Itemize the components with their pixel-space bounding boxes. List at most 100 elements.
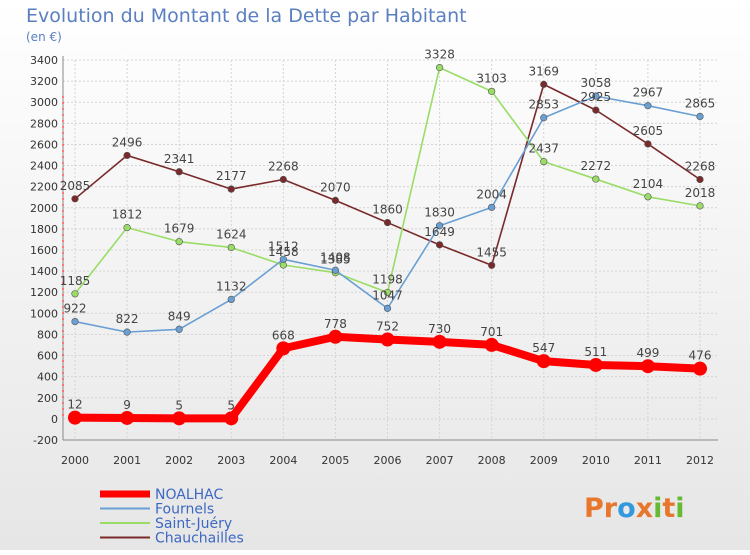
axes: -200 0 200 400 600 800 1000 1200 1400 1600 1800 200… xyxy=(30,54,718,467)
data-label: 2272 xyxy=(581,159,612,173)
y-tick-label: 3000 xyxy=(30,96,58,109)
data-label: 3058 xyxy=(581,76,612,90)
data-label: 476 xyxy=(689,349,712,363)
y-tick-label: 1200 xyxy=(30,286,58,299)
data-point xyxy=(696,175,704,184)
data-label: 1455 xyxy=(476,245,507,259)
data-point xyxy=(644,193,652,201)
legend-label: Saint-Juéry xyxy=(155,516,232,532)
data-point xyxy=(123,224,131,232)
y-tick-label: 1400 xyxy=(30,265,58,278)
y-tick-label: 3200 xyxy=(30,75,58,88)
data-point xyxy=(123,328,131,336)
x-tick-label: 2005 xyxy=(321,454,349,467)
data-point xyxy=(592,175,600,183)
data-point xyxy=(540,158,548,166)
data-point xyxy=(224,411,239,426)
data-label: 2085 xyxy=(60,179,91,193)
y-tick-label: 400 xyxy=(37,371,58,384)
x-tick-label: 2003 xyxy=(217,454,245,467)
series-group xyxy=(68,63,707,426)
data-label: 1458 xyxy=(268,245,299,259)
data-point xyxy=(536,354,551,369)
data-point xyxy=(540,114,548,122)
data-label: 1830 xyxy=(424,206,455,220)
data-point xyxy=(175,325,183,333)
data-label: 499 xyxy=(636,346,659,360)
x-tick-label: 2009 xyxy=(530,454,558,467)
data-label: 3169 xyxy=(528,64,559,78)
data-label: 9 xyxy=(123,398,131,412)
data-label: 2268 xyxy=(268,159,299,173)
data-label: 2341 xyxy=(164,152,195,166)
data-label: 2865 xyxy=(685,96,716,110)
data-point xyxy=(696,202,704,210)
data-point xyxy=(279,255,287,263)
data-label: 2070 xyxy=(320,180,351,194)
data-label: 1408 xyxy=(320,250,351,264)
data-label: 2177 xyxy=(216,169,247,183)
data-label: 1649 xyxy=(424,225,455,239)
y-tick-label: 3400 xyxy=(30,54,58,67)
data-label: 1624 xyxy=(216,227,247,241)
data-label: 701 xyxy=(480,325,503,339)
y-tick-label: 2600 xyxy=(30,138,58,151)
data-label: 849 xyxy=(168,309,191,323)
chart-title: Evolution du Montant de la Dette par Hab… xyxy=(26,5,467,27)
data-label: 3328 xyxy=(424,48,455,62)
x-tick-label: 2011 xyxy=(634,454,662,467)
data-point xyxy=(279,175,287,184)
y-tick-label: 2800 xyxy=(30,117,58,130)
data-point xyxy=(68,410,82,425)
data-point xyxy=(488,87,496,95)
x-tick-label: 2004 xyxy=(269,454,297,467)
data-label: 2018 xyxy=(685,186,716,200)
data-point xyxy=(276,341,291,356)
data-label: 1132 xyxy=(216,279,247,293)
data-point xyxy=(380,332,395,347)
data-label: 2437 xyxy=(528,142,559,156)
chart-subtitle: (en €) xyxy=(26,30,62,44)
y-tick-label: 2400 xyxy=(30,160,58,173)
data-label: 1047 xyxy=(372,288,403,302)
y-tick-label: 200 xyxy=(37,392,58,405)
data-label: 752 xyxy=(376,320,399,334)
x-tick-label: 2006 xyxy=(374,454,402,467)
data-point xyxy=(484,337,499,352)
y-tick-label: 0 xyxy=(51,413,58,426)
data-point xyxy=(540,80,548,88)
data-label: 778 xyxy=(324,317,347,331)
data-label: 5 xyxy=(175,398,183,412)
data-label: 2853 xyxy=(528,98,559,112)
data-point xyxy=(435,241,444,249)
data-label: 2496 xyxy=(112,135,143,149)
data-label: 1512 xyxy=(268,239,299,253)
data-label: 1198 xyxy=(372,272,403,286)
data-labels: 2085 2496 2341 2177 2268 2070 1860 1649 1455 3169… xyxy=(60,48,716,413)
y-tick-label: 1800 xyxy=(30,223,58,236)
data-point xyxy=(696,112,704,121)
data-label: 2104 xyxy=(633,177,664,191)
data-label: 1185 xyxy=(60,274,91,288)
data-label: 922 xyxy=(64,302,87,316)
data-point xyxy=(227,243,235,252)
data-point xyxy=(383,218,392,227)
legend-label: NOALHAC xyxy=(155,487,223,503)
y-tick-label: 800 xyxy=(37,328,58,341)
y-tick-label: 2200 xyxy=(30,181,58,194)
data-point xyxy=(71,195,79,203)
y-tick-label: 1000 xyxy=(30,307,58,320)
data-point xyxy=(331,196,340,204)
data-point xyxy=(592,106,600,114)
logo-text: Proxiti xyxy=(584,493,685,524)
data-point xyxy=(175,238,183,246)
data-point xyxy=(123,151,131,160)
data-label: 1679 xyxy=(164,222,195,236)
data-label: 2967 xyxy=(633,86,664,100)
y-tick-label: -200 xyxy=(33,434,58,447)
data-point xyxy=(640,359,655,374)
data-point xyxy=(693,361,707,376)
grid xyxy=(63,59,718,441)
data-point xyxy=(588,357,603,372)
